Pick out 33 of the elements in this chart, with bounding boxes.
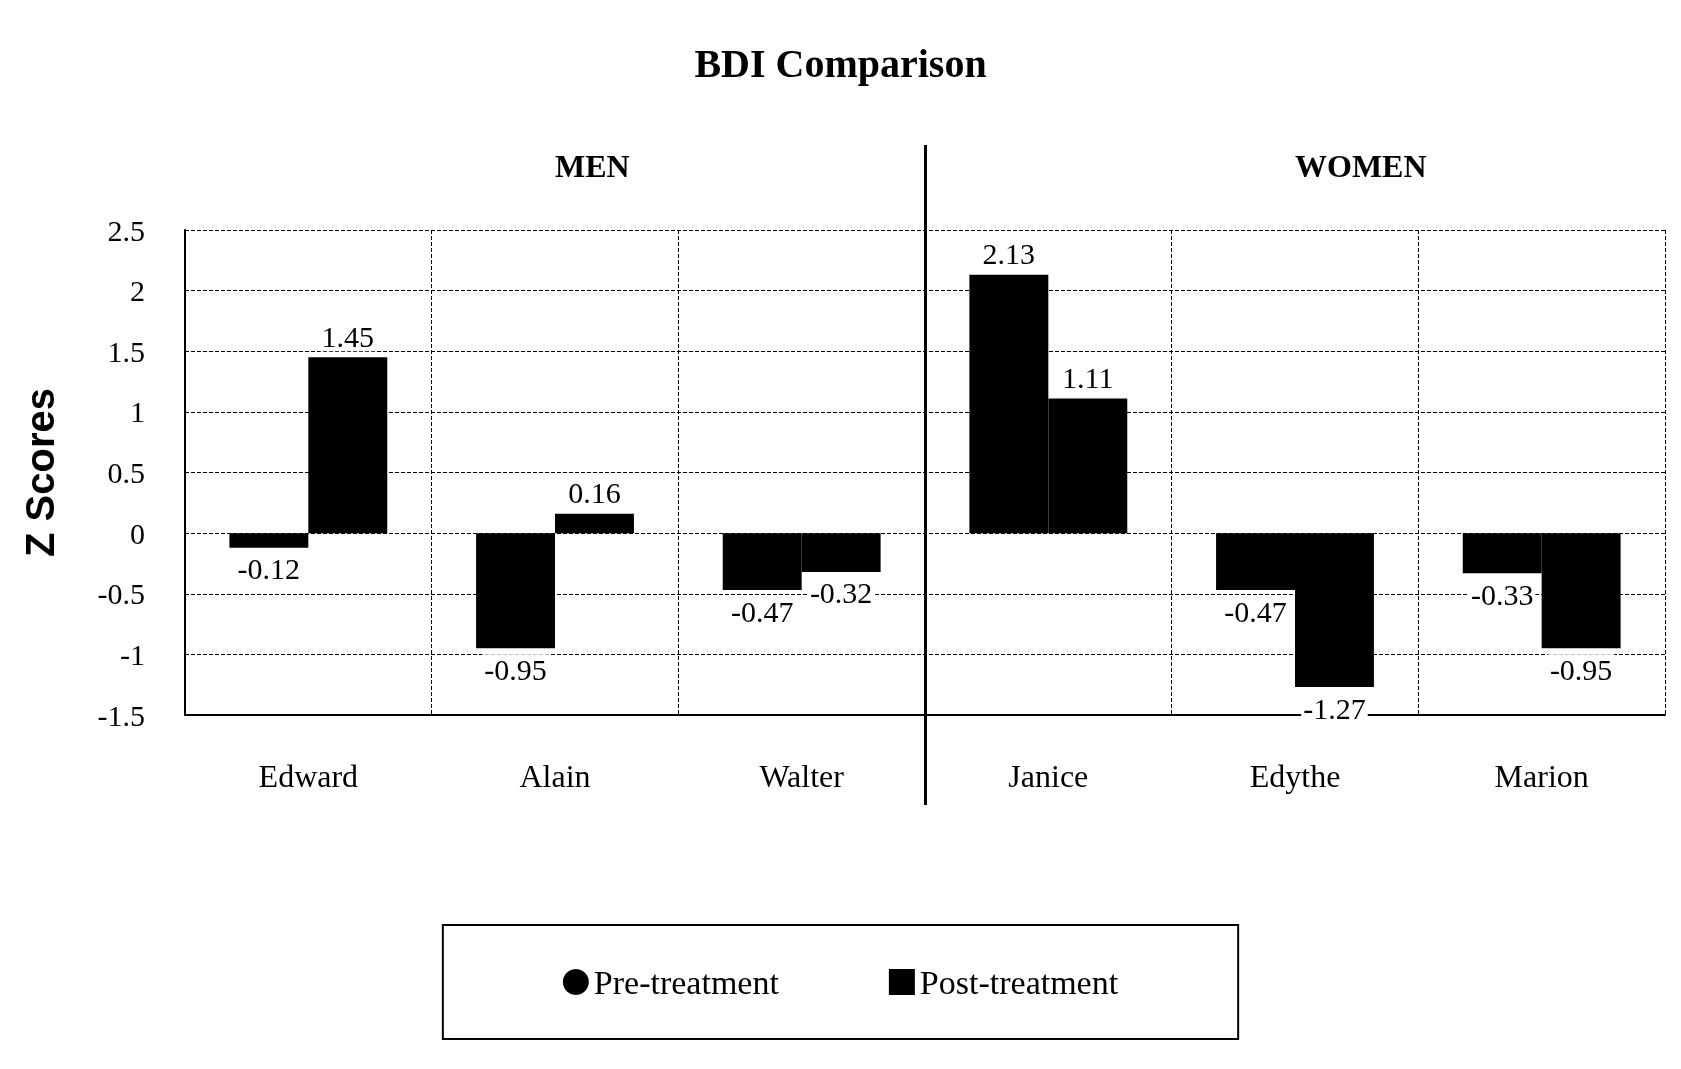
data-label: -0.12 [237,552,301,586]
x-tick-label: Walter [759,758,845,794]
data-label: 0.16 [568,476,621,510]
x-tick-label: Alain [519,758,591,794]
x-tick-label: Edward [258,758,359,794]
y-tick-label: 2 [130,274,145,308]
data-label: -1.27 [1303,691,1366,725]
y-tick-label: 1.5 [107,334,145,368]
data-label: -0.47 [730,594,794,628]
y-tick-label: -0.5 [97,577,145,611]
data-label: 1.11 [1062,361,1114,395]
data-label: -0.95 [484,652,547,686]
data-label: -0.47 [1224,594,1287,628]
y-tick-label: -1.5 [97,698,145,732]
data-label: -0.33 [1470,577,1534,611]
data-label: -0.95 [1549,652,1613,686]
chart-title: BDI Comparison [694,40,987,86]
text: MEN [555,148,630,184]
y-tick-label: 0.5 [107,456,145,489]
y-tick-label: -1 [120,637,145,671]
data-label: -0.32 [809,576,873,610]
y-tick-label: 2.5 [107,213,145,247]
y-tick-label: 0 [130,516,145,550]
x-tick-label: Janice [1008,758,1089,794]
text: WOMEN [1295,148,1427,184]
data-label: 1.45 [321,319,375,353]
y-axis-title: Z Scores [18,388,62,557]
y-tick-label: 1 [130,395,145,429]
legend-label: Post-treatment [919,963,1119,1001]
x-tick-label: Marion [1494,758,1589,794]
data-label: 2.13 [982,237,1036,271]
x-tick-label: Edythe [1249,758,1341,794]
legend-label: Pre-treatment [593,963,780,1001]
